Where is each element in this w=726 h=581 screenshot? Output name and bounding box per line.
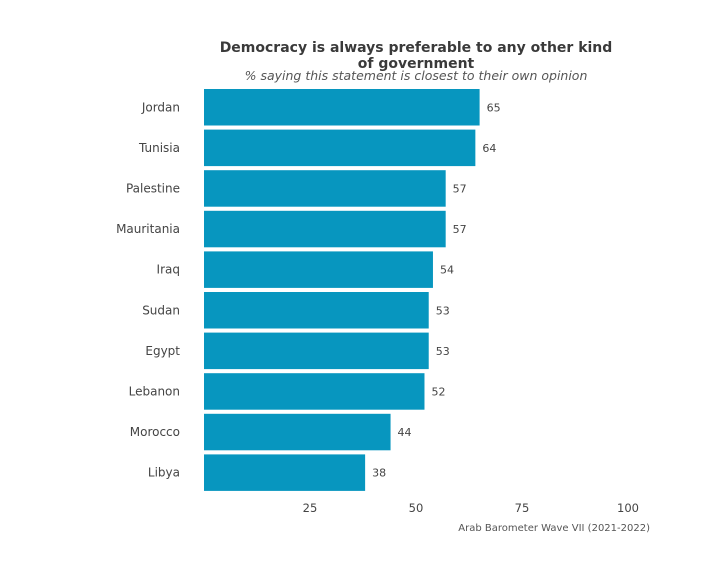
bar-libya [204, 454, 366, 491]
bar-sudan [204, 292, 429, 329]
category-label-mauritania: Mauritania [116, 222, 180, 236]
value-label-sudan: 53 [436, 304, 450, 317]
bar-iraq [204, 251, 433, 288]
category-label-egypt: Egypt [145, 344, 180, 358]
value-label-jordan: 65 [487, 101, 501, 114]
value-labels-group: 65 64 57 57 54 53 53 52 44 38 [372, 101, 500, 479]
x-axis-ticks-group: 25 50 75 100 [303, 501, 639, 515]
value-label-iraq: 54 [440, 264, 454, 277]
category-label-libya: Libya [148, 466, 180, 480]
category-label-sudan: Sudan [142, 303, 180, 317]
category-label-iraq: Iraq [157, 263, 180, 277]
value-label-libya: 38 [372, 467, 386, 480]
chart-title-line-1: Democracy is always preferable to any ot… [220, 40, 613, 56]
value-label-egypt: 53 [436, 345, 450, 358]
category-label-palestine: Palestine [126, 181, 180, 195]
value-label-lebanon: 52 [431, 385, 445, 398]
bar-lebanon [204, 373, 425, 410]
value-label-mauritania: 57 [453, 223, 467, 236]
category-label-tunisia: Tunisia [138, 141, 180, 155]
x-tick-label-50: 50 [409, 501, 424, 515]
bar-morocco [204, 413, 391, 451]
chart-subtitle: % saying this statement is closest to th… [245, 68, 588, 83]
bars-group [204, 89, 480, 491]
bar-tunisia [204, 129, 476, 167]
category-label-jordan: Jordan [141, 100, 180, 114]
category-label-lebanon: Lebanon [129, 384, 180, 398]
category-labels-group: Jordan Tunisia Palestine Mauritania Iraq Suda… [116, 100, 180, 479]
x-tick-label-25: 25 [303, 501, 318, 515]
value-label-tunisia: 64 [482, 142, 496, 155]
value-label-morocco: 44 [398, 426, 412, 439]
bar-mauritania [204, 210, 446, 248]
x-tick-label-75: 75 [515, 501, 530, 515]
x-tick-label-100: 100 [617, 501, 639, 515]
chart-title-line-2: of government [358, 56, 475, 72]
category-label-morocco: Morocco [130, 425, 180, 439]
value-label-palestine: 57 [453, 182, 467, 195]
chart-caption: Arab Barometer Wave VII (2021-2022) [458, 523, 650, 534]
bar-egypt [204, 332, 429, 370]
bar-palestine [204, 170, 446, 207]
bar-jordan [204, 89, 480, 126]
